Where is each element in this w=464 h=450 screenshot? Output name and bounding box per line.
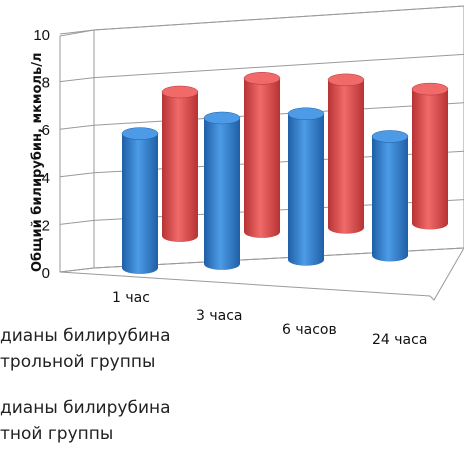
y-tick-label: 2 <box>42 217 50 234</box>
legend-series-1-line-1: дианы билирубина <box>0 326 171 346</box>
bar-2f7fd0-3 <box>371 130 409 262</box>
gridline-side <box>59 77 95 83</box>
bar-e04848-0 <box>161 85 199 242</box>
y-tick-label: 0 <box>42 265 50 282</box>
x-tick-label: 3 часа <box>196 308 242 324</box>
gridline-side <box>59 124 95 130</box>
legend-series-1-line-2: трольной группы <box>0 352 156 372</box>
gridline-side <box>59 29 95 35</box>
y-tick-label: 6 <box>42 122 50 139</box>
side-wall <box>59 29 95 273</box>
bars <box>121 72 449 274</box>
bar-2f7fd0-1 <box>203 111 241 270</box>
y-tick-labels: 0 2 4 6 8 10 <box>33 27 50 282</box>
gridline <box>93 5 464 31</box>
bar-e04848-1 <box>243 72 281 238</box>
y-tick-label: 10 <box>33 27 50 44</box>
bar-e04848-2 <box>327 73 365 234</box>
gridline-side <box>59 219 95 225</box>
y-tick-label: 4 <box>42 170 50 187</box>
y-axis-label: Общий билирубин, мкмоль/л <box>30 52 45 273</box>
x-tick-label: 1 час <box>112 290 150 306</box>
gridline <box>93 53 464 79</box>
legend-series-2-line-1: дианы билирубина <box>0 398 171 418</box>
gridline-side <box>59 267 95 273</box>
x-tick-labels: 1 час 3 часа 6 часов 24 часа <box>112 290 427 348</box>
x-tick-label: 6 часов <box>282 322 337 338</box>
bar-e04848-3 <box>411 82 449 230</box>
x-tick-label: 24 часа <box>372 332 427 348</box>
bar-2f7fd0-0 <box>121 127 159 274</box>
legend-series-2-line-2: тной группы <box>0 424 114 444</box>
bar-2f7fd0-2 <box>287 107 325 266</box>
gridline-side <box>59 172 95 178</box>
y-tick-label: 8 <box>42 75 50 92</box>
